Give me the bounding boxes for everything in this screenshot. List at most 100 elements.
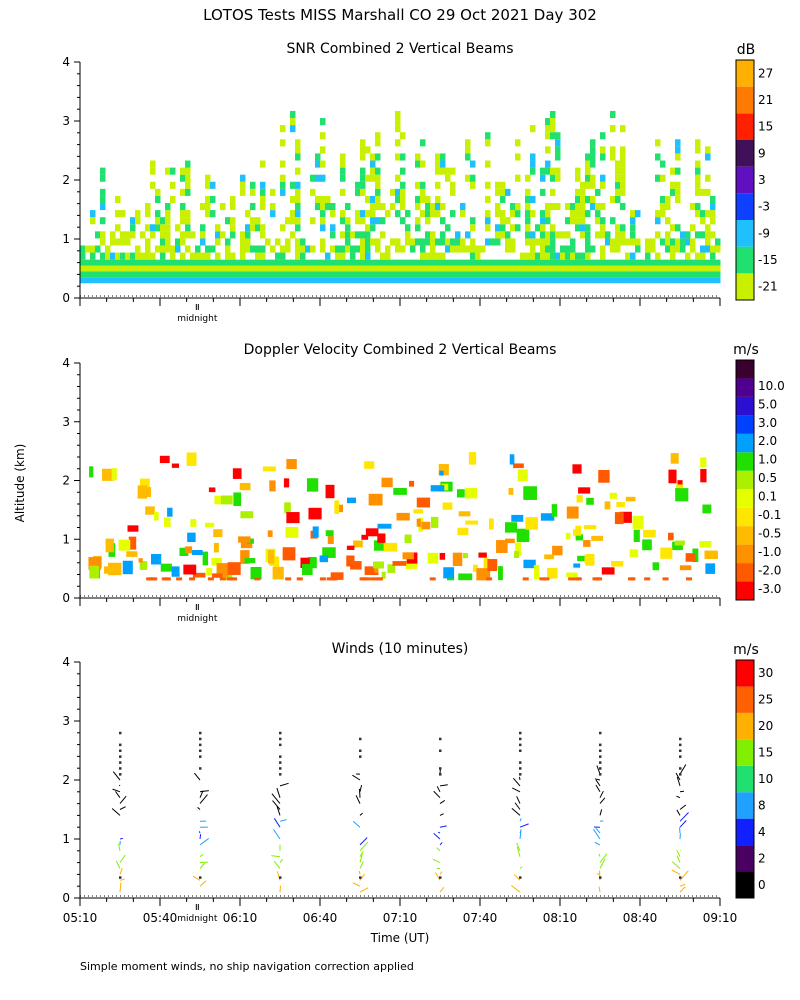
velocity-cell	[211, 557, 222, 566]
snr-cell	[675, 259, 681, 266]
snr-cell	[205, 277, 211, 284]
wind-barb	[518, 776, 521, 781]
snr-cell	[200, 265, 206, 272]
snr-cell	[105, 265, 111, 272]
wind-barb	[192, 875, 201, 881]
snr-cell	[475, 252, 481, 260]
velocity-cell	[231, 577, 238, 581]
snr-cell	[650, 259, 656, 266]
snr-cell	[595, 259, 601, 266]
snr-cell	[100, 259, 106, 266]
wind-barb	[437, 831, 441, 834]
snr-cell	[705, 265, 711, 272]
snr-cell	[205, 259, 211, 266]
snr-cell	[715, 277, 721, 284]
wind-point	[119, 749, 122, 752]
velocity-cell	[670, 453, 679, 464]
snr-cell	[405, 224, 411, 232]
snr-cell	[605, 238, 611, 246]
colorbar-label: -21	[758, 280, 778, 294]
snr-cell	[80, 271, 86, 278]
velocity-cell	[353, 540, 363, 548]
colorbar-segment	[736, 140, 754, 167]
snr-cell	[275, 277, 281, 284]
snr-cell	[155, 271, 161, 278]
snr-cell	[650, 265, 656, 272]
snr-cell	[635, 259, 641, 266]
snr-cell	[555, 252, 561, 260]
snr-cell	[470, 238, 476, 246]
snr-cell	[500, 181, 506, 189]
snr-cell	[205, 252, 211, 260]
colorbar-segment	[736, 452, 754, 471]
velocity-cell	[226, 577, 233, 581]
snr-cell	[440, 153, 446, 161]
colorbar-label: 0.1	[758, 490, 777, 504]
colorbar-segment	[736, 765, 754, 793]
snr-cell	[255, 259, 261, 266]
velocity-cell	[625, 496, 636, 502]
snr-cell	[415, 277, 421, 284]
wind-barb	[593, 829, 601, 840]
velocity-cell	[430, 485, 445, 492]
snr-cell	[270, 259, 276, 266]
snr-cell	[525, 188, 531, 196]
snr-cell	[615, 224, 621, 232]
snr-cell	[605, 265, 611, 272]
velocity-cell	[533, 565, 540, 580]
snr-cell	[705, 188, 711, 196]
velocity-cell	[383, 542, 398, 552]
velocity-cell	[286, 459, 297, 470]
velocity-cell	[214, 495, 227, 505]
snr-cell	[590, 277, 596, 284]
snr-cell	[665, 265, 671, 272]
wind-barb	[599, 797, 606, 804]
snr-cell	[395, 118, 401, 126]
snr-cell	[540, 265, 546, 272]
snr-cell	[260, 252, 266, 260]
snr-cell	[435, 210, 441, 218]
snr-cell	[380, 271, 386, 278]
snr-cell	[295, 167, 301, 175]
wind-point	[279, 876, 282, 879]
snr-cell	[675, 271, 681, 278]
snr-cell	[345, 277, 351, 284]
snr-cell	[175, 245, 181, 253]
wind-barb	[112, 788, 121, 793]
velocity-cell	[429, 577, 436, 581]
snr-cell	[595, 188, 601, 196]
snr-cell	[160, 217, 166, 225]
snr-cell	[180, 238, 186, 246]
velocity-cell	[368, 493, 383, 506]
snr-cell	[440, 252, 446, 260]
wind-barb	[519, 866, 523, 869]
snr-cell	[135, 277, 141, 284]
snr-cell	[625, 277, 631, 284]
wind-barb	[199, 880, 207, 887]
velocity-cell	[161, 577, 168, 581]
snr-cell	[295, 271, 301, 278]
snr-cell	[215, 238, 221, 246]
snr-cell	[185, 181, 191, 189]
snr-cell	[580, 224, 586, 232]
snr-cell	[115, 277, 121, 284]
colorbar-frame	[735, 359, 755, 601]
snr-cell	[170, 252, 176, 260]
snr-cell	[265, 271, 271, 278]
velocity-cell	[396, 512, 410, 521]
velocity-cell	[508, 488, 514, 495]
snr-cell	[705, 245, 711, 253]
snr-cell	[175, 271, 181, 278]
snr-cell	[325, 277, 331, 284]
velocity-cell	[296, 577, 303, 581]
snr-cell	[585, 265, 591, 272]
snr-cell	[510, 245, 516, 253]
snr-cell	[585, 167, 591, 175]
snr-cell	[320, 238, 326, 246]
snr-cell	[255, 271, 261, 278]
snr-cell	[230, 277, 236, 284]
snr-cell	[685, 271, 691, 278]
snr-cell	[375, 195, 381, 204]
snr-cell	[345, 245, 351, 253]
